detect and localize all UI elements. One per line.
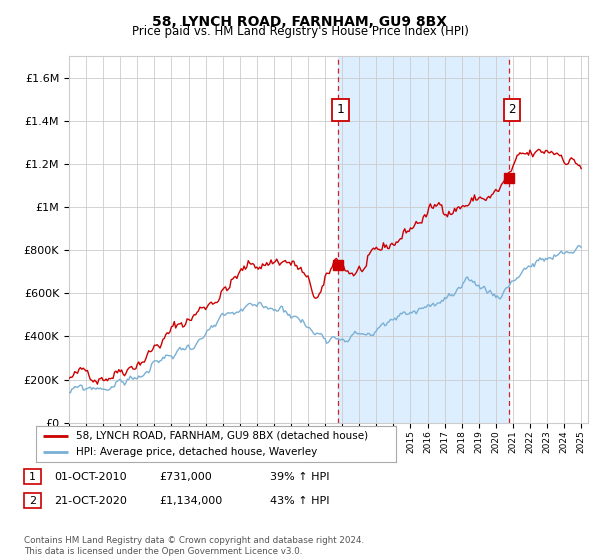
Text: 2: 2 bbox=[29, 496, 36, 506]
Text: 1: 1 bbox=[29, 472, 36, 482]
Text: 39% ↑ HPI: 39% ↑ HPI bbox=[270, 472, 329, 482]
Text: 21-OCT-2020: 21-OCT-2020 bbox=[54, 496, 127, 506]
Text: 01-OCT-2010: 01-OCT-2010 bbox=[54, 472, 127, 482]
Bar bbox=[338, 56, 509, 423]
Text: Contains HM Land Registry data © Crown copyright and database right 2024.
This d: Contains HM Land Registry data © Crown c… bbox=[24, 536, 364, 556]
Text: £1,134,000: £1,134,000 bbox=[159, 496, 222, 506]
Text: £731,000: £731,000 bbox=[159, 472, 212, 482]
Text: 1: 1 bbox=[337, 104, 344, 116]
Text: 43% ↑ HPI: 43% ↑ HPI bbox=[270, 496, 329, 506]
Text: Price paid vs. HM Land Registry's House Price Index (HPI): Price paid vs. HM Land Registry's House … bbox=[131, 25, 469, 38]
Text: HPI: Average price, detached house, Waverley: HPI: Average price, detached house, Wave… bbox=[76, 447, 317, 457]
Text: 2: 2 bbox=[508, 104, 516, 116]
Text: 58, LYNCH ROAD, FARNHAM, GU9 8BX (detached house): 58, LYNCH ROAD, FARNHAM, GU9 8BX (detach… bbox=[76, 431, 368, 441]
Text: 58, LYNCH ROAD, FARNHAM, GU9 8BX: 58, LYNCH ROAD, FARNHAM, GU9 8BX bbox=[152, 15, 448, 29]
